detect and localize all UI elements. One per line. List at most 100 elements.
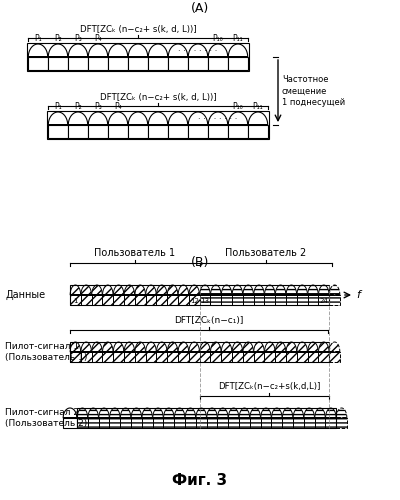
Bar [297, 295, 308, 305]
Polygon shape [232, 285, 243, 295]
Bar [254, 295, 264, 305]
Polygon shape [156, 285, 167, 295]
Text: P₃: P₃ [94, 102, 102, 111]
Polygon shape [178, 342, 189, 352]
Polygon shape [48, 44, 68, 57]
Text: P₁₁: P₁₁ [233, 34, 243, 43]
Bar [286, 295, 297, 305]
Polygon shape [108, 44, 128, 57]
Bar [207, 418, 218, 428]
Polygon shape [135, 342, 146, 352]
Polygon shape [207, 408, 218, 418]
Polygon shape [261, 408, 272, 418]
Bar [254, 352, 264, 362]
Polygon shape [68, 112, 88, 125]
Bar [146, 295, 156, 305]
Polygon shape [128, 112, 148, 125]
Bar [243, 295, 254, 305]
Bar [200, 295, 210, 305]
Bar [124, 295, 135, 305]
Bar [189, 295, 200, 305]
Polygon shape [131, 408, 142, 418]
Bar [108, 125, 128, 138]
Bar [189, 352, 200, 362]
Bar [167, 295, 178, 305]
Bar [128, 125, 148, 138]
Bar [196, 418, 207, 428]
Polygon shape [189, 285, 200, 295]
Bar [135, 295, 146, 305]
Polygon shape [70, 285, 81, 295]
Text: Пилот-сигнал 1
(Пользователь 1): Пилот-сигнал 1 (Пользователь 1) [5, 342, 87, 362]
Bar [264, 295, 275, 305]
Polygon shape [68, 44, 88, 57]
Polygon shape [293, 408, 304, 418]
Text: · · · · · · · ·: · · · · · · · · [178, 48, 218, 56]
Text: 12: 12 [190, 298, 199, 304]
Polygon shape [272, 408, 282, 418]
Bar [102, 352, 113, 362]
Bar [329, 295, 340, 305]
Text: P₁: P₁ [34, 34, 42, 43]
Polygon shape [146, 342, 156, 352]
Bar [315, 418, 326, 428]
Text: Данные: Данные [5, 290, 45, 300]
Text: Пилот-сигнал 2
(Пользователь 2): Пилот-сигнал 2 (Пользователь 2) [5, 408, 87, 428]
Polygon shape [92, 342, 102, 352]
Text: Частотное
смещение
1 поднесущей: Частотное смещение 1 поднесущей [282, 76, 345, 106]
Polygon shape [168, 44, 188, 57]
Bar [178, 295, 189, 305]
Bar [167, 352, 178, 362]
Bar [148, 57, 168, 70]
Bar [70, 295, 81, 305]
Polygon shape [142, 408, 153, 418]
Polygon shape [167, 285, 178, 295]
Bar [81, 295, 92, 305]
Polygon shape [218, 408, 228, 418]
Polygon shape [167, 342, 178, 352]
Text: Фиг. 3: Фиг. 3 [172, 473, 228, 488]
Polygon shape [275, 285, 286, 295]
Polygon shape [124, 285, 135, 295]
Bar [174, 418, 185, 428]
Bar [120, 418, 131, 428]
Polygon shape [200, 342, 210, 352]
Polygon shape [329, 342, 340, 352]
Bar [264, 352, 275, 362]
Bar [88, 418, 99, 428]
Bar [131, 418, 142, 428]
Text: (B): (B) [191, 256, 209, 269]
Polygon shape [239, 408, 250, 418]
Bar [88, 57, 108, 70]
Bar [250, 418, 261, 428]
Bar [99, 418, 110, 428]
Bar [128, 57, 148, 70]
Polygon shape [164, 408, 174, 418]
Bar [27, 43, 249, 71]
Polygon shape [282, 408, 293, 418]
Bar [261, 418, 272, 428]
Bar [168, 125, 188, 138]
Polygon shape [308, 342, 318, 352]
Text: 13: 13 [200, 298, 210, 304]
Bar [232, 352, 243, 362]
Polygon shape [326, 408, 336, 418]
Bar [188, 125, 208, 138]
Bar [168, 57, 188, 70]
Polygon shape [135, 285, 146, 295]
Polygon shape [228, 112, 248, 125]
Bar [210, 352, 221, 362]
Bar [232, 295, 243, 305]
Polygon shape [221, 342, 232, 352]
Polygon shape [48, 112, 68, 125]
Polygon shape [113, 342, 124, 352]
Polygon shape [153, 408, 164, 418]
Polygon shape [208, 44, 228, 57]
Polygon shape [128, 44, 148, 57]
Polygon shape [254, 342, 264, 352]
Bar [218, 418, 228, 428]
Polygon shape [210, 285, 221, 295]
Polygon shape [210, 342, 221, 352]
Bar [272, 418, 282, 428]
Bar [48, 125, 68, 138]
